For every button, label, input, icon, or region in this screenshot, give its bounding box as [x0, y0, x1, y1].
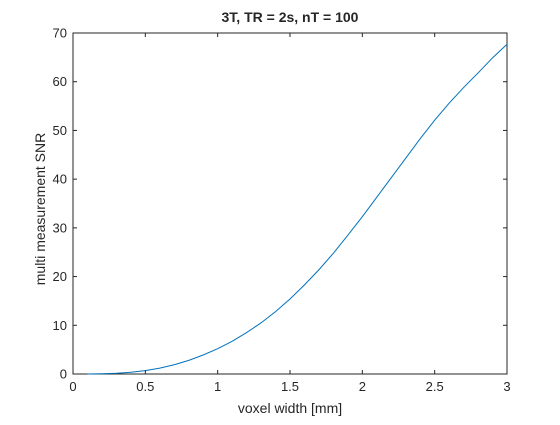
y-tick-label: 10 [53, 318, 67, 333]
y-tick-label: 0 [60, 367, 67, 382]
x-tick-label: 2 [359, 379, 366, 394]
x-tick-label: 1.5 [281, 379, 299, 394]
chart-title: 3T, TR = 2s, nT = 100 [222, 9, 359, 25]
series-line-0 [87, 43, 508, 375]
x-axis-label: voxel width [mm] [238, 400, 342, 416]
y-tick-label: 50 [53, 123, 67, 138]
x-tick-label: 1 [214, 379, 221, 394]
y-tick-label: 60 [53, 74, 67, 89]
x-tick-label: 0 [69, 379, 76, 394]
x-tick-label: 0.5 [136, 379, 154, 394]
y-tick-label: 70 [53, 26, 67, 41]
y-axis-label: multi measurement SNR [32, 133, 48, 286]
y-tick-label: 40 [53, 172, 67, 187]
y-tick-label: 20 [53, 269, 67, 284]
axes-box [72, 32, 508, 375]
x-tick-label: 3 [503, 379, 510, 394]
x-tick-label: 2.5 [426, 379, 444, 394]
y-tick-label: 30 [53, 220, 67, 235]
